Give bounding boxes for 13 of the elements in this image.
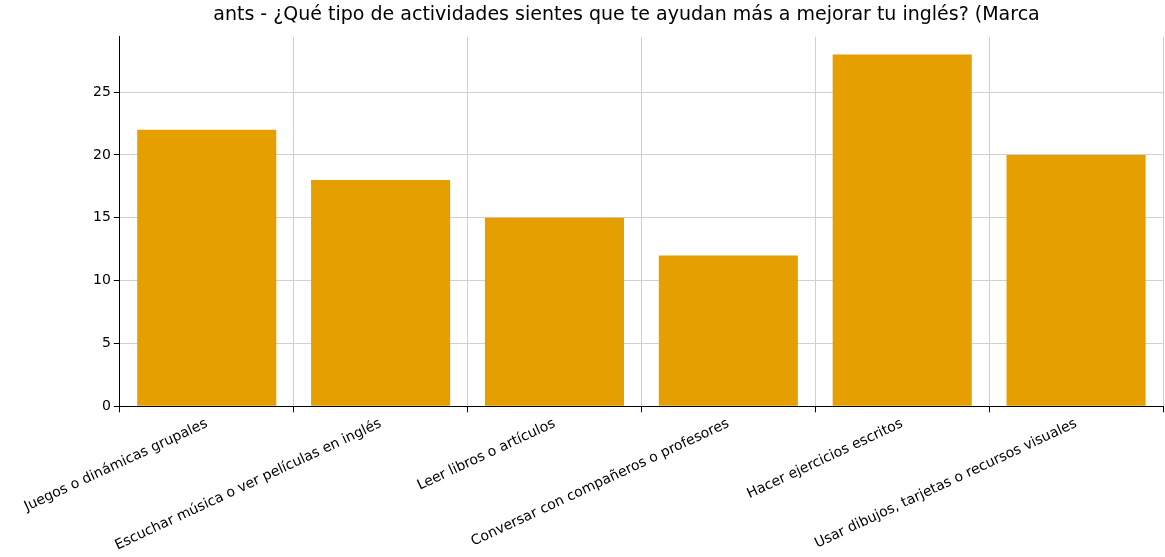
y-tick-label: 25	[92, 82, 111, 99]
bar	[311, 180, 451, 406]
bar	[832, 54, 972, 406]
bar	[658, 255, 798, 406]
bar	[1006, 154, 1146, 406]
y-tick-label: 15	[92, 208, 111, 225]
y-tick-label: 5	[101, 334, 111, 351]
chart-title: ants - ¿Qué tipo de actividades sientes que te ayudan más a mejorar tu inglés? (Marca	[213, 2, 1040, 25]
y-tick-label: 10	[92, 271, 111, 288]
bar	[484, 217, 625, 406]
bar	[137, 129, 277, 406]
y-tick-label: 20	[92, 145, 111, 162]
y-tick-label: 0	[101, 396, 111, 413]
